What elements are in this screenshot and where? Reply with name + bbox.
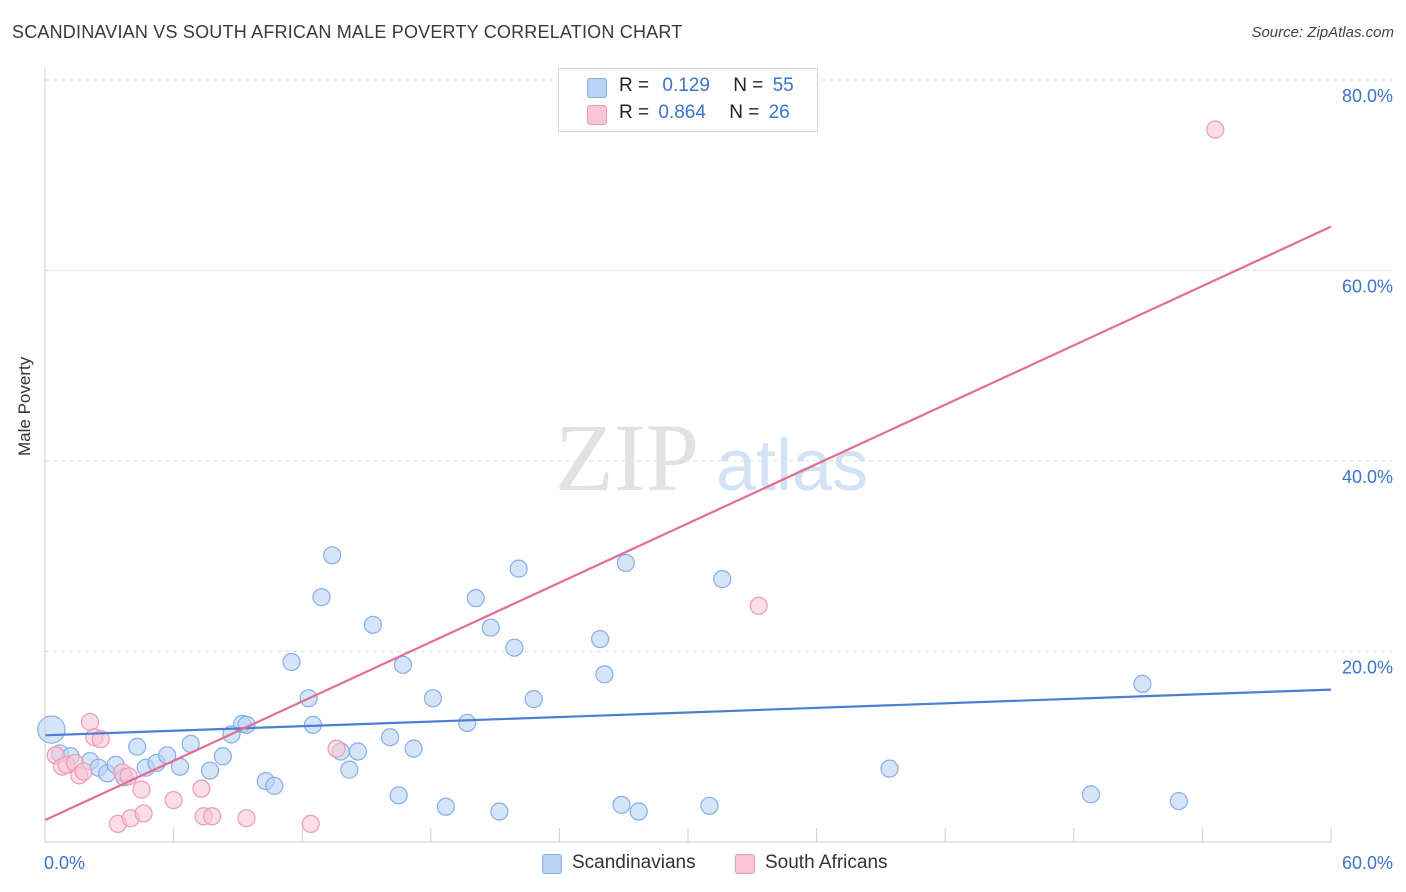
watermark-zip: ZIP [555, 404, 699, 511]
watermark: ZIP atlas [555, 404, 868, 511]
trend-layer [44, 225, 1332, 822]
legend-n-label: N = [733, 75, 764, 96]
scandinavian-point [389, 786, 408, 805]
south-african-trend-line [44, 225, 1332, 822]
scandinavian-point [595, 665, 614, 684]
bottom-legend-swatch-scandinavians [542, 854, 562, 874]
scandinavian-point [282, 652, 301, 672]
south-african-point [203, 807, 222, 826]
scandinavian-point [481, 618, 500, 637]
south-african-point [192, 779, 211, 798]
legend-swatch-scandinavians [587, 78, 607, 98]
south-african-point [164, 790, 183, 810]
legend-swatch-south-africans [587, 105, 607, 125]
y-tick-label: 40.0% [1342, 467, 1393, 487]
source-label: Source: ZipAtlas.com [1251, 24, 1394, 41]
scandinavian-point [1133, 674, 1152, 693]
scandinavian-point [490, 802, 509, 821]
correlation-legend: R = 0.129 N = 55 R = 0.864 N = 26 [558, 68, 818, 132]
scandinavian-point [340, 760, 359, 779]
scandinavian-point [629, 802, 648, 821]
scandinavian-point [616, 553, 635, 573]
bottom-legend-label-scandinavians: Scandinavians [572, 852, 696, 873]
scandinavian-point [128, 737, 147, 756]
south-african-point [749, 596, 768, 615]
scandinavian-point [458, 713, 477, 733]
scandinavian-point [591, 630, 610, 649]
scandinavian-point [612, 795, 631, 814]
legend-r-label: R = [619, 102, 650, 123]
watermark-atlas: atlas [716, 426, 868, 506]
scandinavian-point [466, 589, 485, 608]
scandinavian-point [200, 761, 220, 780]
x-tick-label-min: 0.0% [44, 853, 85, 873]
scandinavian-point [505, 638, 524, 657]
scandinavian-trend-line [44, 688, 1332, 737]
scandinavian-point [423, 689, 443, 708]
scandinavian-point [509, 559, 528, 578]
scandinavian-point [265, 776, 284, 795]
scandinavian-point [393, 655, 413, 674]
south-african-point [74, 762, 93, 781]
south-african-point [91, 730, 110, 749]
chart-title: SCANDINAVIAN VS SOUTH AFRICAN MALE POVER… [12, 22, 683, 42]
scandinavian-point [363, 615, 383, 634]
south-african-point [301, 814, 320, 834]
y-axis-label: Male Poverty [15, 356, 34, 456]
scandinavian-point [312, 588, 331, 607]
scandinavian-point [880, 759, 899, 778]
scandinavian-point [436, 797, 455, 816]
legend-r-value-south-africans: 0.864 [658, 102, 706, 123]
grid-layer [45, 79, 1392, 652]
scandinavian-point [524, 690, 543, 709]
south-african-point [80, 712, 100, 732]
y-tick-label: 60.0% [1342, 277, 1393, 297]
south-african-point [327, 739, 346, 758]
scandinavian-point [380, 728, 400, 747]
legend-n-value-south-africans: 26 [768, 102, 790, 123]
legend-r-value-scandinavians: 0.129 [662, 75, 710, 96]
y-tick-label: 80.0% [1342, 86, 1393, 106]
scandinavian-point [323, 546, 342, 565]
scandinavian-point [713, 570, 732, 589]
south-african-point [1206, 120, 1225, 139]
legend-r-label: R = [619, 75, 650, 96]
south-african-point [134, 804, 153, 823]
bottom-legend-swatch-south-africans [735, 854, 755, 874]
legend-n-value-scandinavians: 55 [772, 75, 794, 96]
bottom-legend-label-south-africans: South Africans [765, 852, 888, 873]
south-african-point [237, 809, 256, 828]
scandinavian-point [37, 715, 66, 744]
scandinavian-point [1169, 791, 1188, 811]
axis-layer: 20.0% 40.0% 60.0% 80.0% 0.0% 60.0% [44, 68, 1393, 873]
south-african-point [132, 780, 151, 799]
scandinavian-point [1081, 785, 1101, 804]
scandinavian-point [213, 747, 232, 766]
scandinavian-point [700, 796, 719, 815]
scandinavian-point [404, 739, 423, 758]
scandinavian-point [348, 742, 368, 761]
points-layer [37, 120, 1225, 834]
y-tick-label: 20.0% [1342, 658, 1393, 678]
x-tick-label-max: 60.0% [1342, 853, 1393, 873]
legend-n-label: N = [729, 102, 760, 123]
